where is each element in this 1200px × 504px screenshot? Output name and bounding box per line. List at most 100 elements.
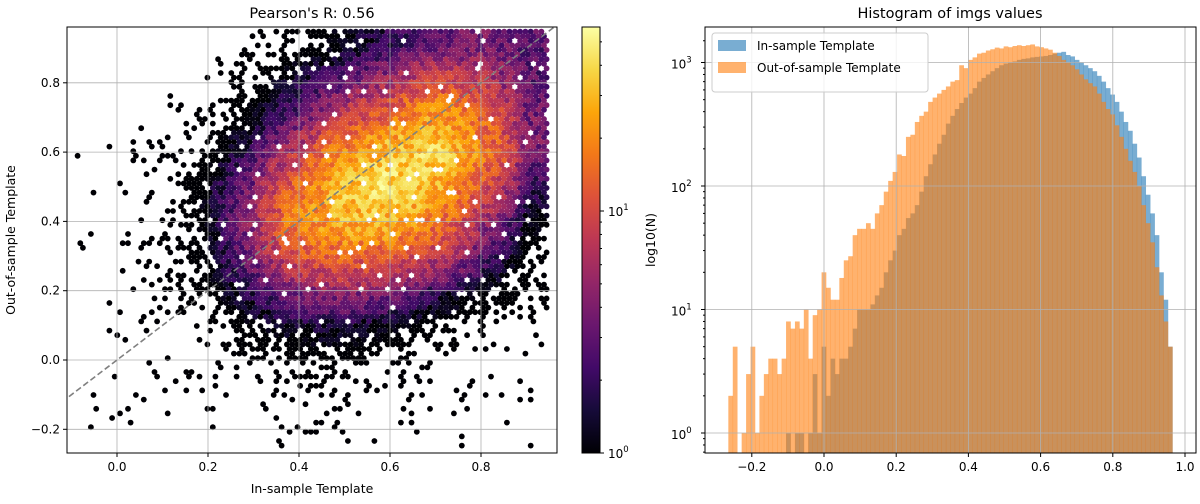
hexbin-cell <box>498 125 505 132</box>
hexbin-cell <box>292 198 298 205</box>
hexbin-cell <box>246 221 253 228</box>
x-tick-label: −0.2 <box>737 460 766 474</box>
hexbin-cell <box>305 111 311 118</box>
hexbin-cell <box>443 221 449 228</box>
hexbin-cell <box>281 143 288 150</box>
hexbin-cell <box>331 332 338 339</box>
hexbin-cell <box>517 185 523 191</box>
hexbin-cell <box>138 318 145 325</box>
hexbin-cell <box>329 106 335 113</box>
hexbin-cell <box>315 221 322 228</box>
hexbin-cell <box>358 277 364 283</box>
hexbin-cell <box>429 60 436 67</box>
hexbin-cell <box>289 139 296 145</box>
hexbin-cell <box>474 37 481 44</box>
hexbin-cell <box>482 51 489 58</box>
hexbin-cell <box>305 304 311 311</box>
hexbin-cell <box>466 125 473 132</box>
hexbin-cell <box>273 369 280 375</box>
hexbin-cell <box>347 323 354 329</box>
hexbin-cell <box>440 198 447 205</box>
hexbin-cell <box>299 341 306 348</box>
hexbin-cell <box>278 212 285 219</box>
hexbin-cell <box>440 226 447 233</box>
hexbin-cell <box>233 336 240 343</box>
hexbin-cell <box>321 277 327 283</box>
hexbin-cell <box>331 56 338 63</box>
hexbin-cell <box>453 93 460 99</box>
hexbin-cell <box>318 97 325 104</box>
hexbin-cell <box>445 171 452 178</box>
hexbin-cell <box>538 93 545 99</box>
hexbin-cell <box>360 309 367 316</box>
hexbin-cell <box>273 203 280 210</box>
hexbin-cell <box>284 74 290 81</box>
hexbin-cell <box>512 102 518 109</box>
hexbin-cell <box>477 198 484 205</box>
hexbin-cell <box>209 405 216 412</box>
hexbin-cell <box>111 373 118 380</box>
hexbin-cell <box>355 263 362 270</box>
hexbin-cell <box>445 327 452 334</box>
tick-exponent: 2 <box>686 179 691 189</box>
hexbin-cell <box>366 125 372 132</box>
hexbin-cell <box>350 327 357 334</box>
hexbin-cell <box>265 272 272 279</box>
hexbin-cell <box>233 254 240 260</box>
histogram-bar-out-of-sample <box>870 228 876 453</box>
hexbin-cell <box>225 341 232 348</box>
hexbin-cell <box>485 185 492 191</box>
hexbin-cell <box>284 249 290 256</box>
hexbin-cell <box>281 254 288 260</box>
hexbin-cell <box>496 240 502 247</box>
hexbin-cell <box>382 290 388 297</box>
hexbin-cell <box>246 304 253 311</box>
hexbin-cell <box>413 272 420 279</box>
histogram-bar-out-of-sample <box>1074 69 1080 453</box>
hexbin-cell <box>493 88 500 95</box>
hexbin-cell <box>504 235 510 242</box>
hexbin-cell <box>246 277 253 283</box>
hexbin-cell <box>512 221 518 228</box>
hexbin-cell <box>262 102 269 109</box>
hexbin-cell <box>339 152 346 159</box>
hexbin-cell <box>313 106 319 113</box>
hexbin-cell <box>411 332 417 339</box>
hexbin-cell <box>347 304 354 311</box>
hexbin-cell <box>305 157 311 164</box>
hexbin-cell <box>347 157 354 164</box>
hexbin-cell <box>278 240 285 247</box>
hexbin-cell <box>193 194 200 201</box>
hexbin-cell <box>384 139 391 145</box>
hexbin-cell <box>212 318 219 325</box>
hexbin-cell <box>392 318 399 325</box>
hexbin-cell <box>416 267 423 274</box>
hexbin-cell <box>262 249 269 256</box>
hexbin-cell <box>368 295 375 302</box>
hexbin-cell <box>458 442 465 449</box>
hexbin-cell <box>390 47 396 53</box>
hexbin-cell <box>440 208 447 214</box>
hexbin-cell <box>302 226 309 233</box>
hexbin-cell <box>408 162 415 168</box>
hexbin-cell <box>382 134 388 141</box>
hexbin-cell <box>482 300 489 306</box>
hexbin-cell <box>490 194 497 201</box>
hexbin-cell <box>246 267 253 274</box>
hexbin-cell <box>233 162 240 168</box>
hexbin-cell <box>498 162 505 168</box>
hexbin-cell <box>323 373 330 380</box>
hexbin-cell <box>315 304 322 311</box>
hexbin-cell <box>284 185 290 191</box>
hexbin-cell <box>525 189 531 196</box>
hexbin-cell <box>299 74 306 81</box>
hexbin-cell <box>453 203 460 210</box>
hexbin-cell <box>215 240 222 247</box>
hexbin-cell <box>482 33 489 40</box>
hexbin-cell <box>342 323 349 329</box>
hexbin-cell <box>440 189 447 196</box>
hexbin-cell <box>437 240 444 247</box>
hexbin-cell <box>257 341 264 348</box>
hexbin-cell <box>501 37 508 44</box>
hexbin-cell <box>419 226 425 233</box>
